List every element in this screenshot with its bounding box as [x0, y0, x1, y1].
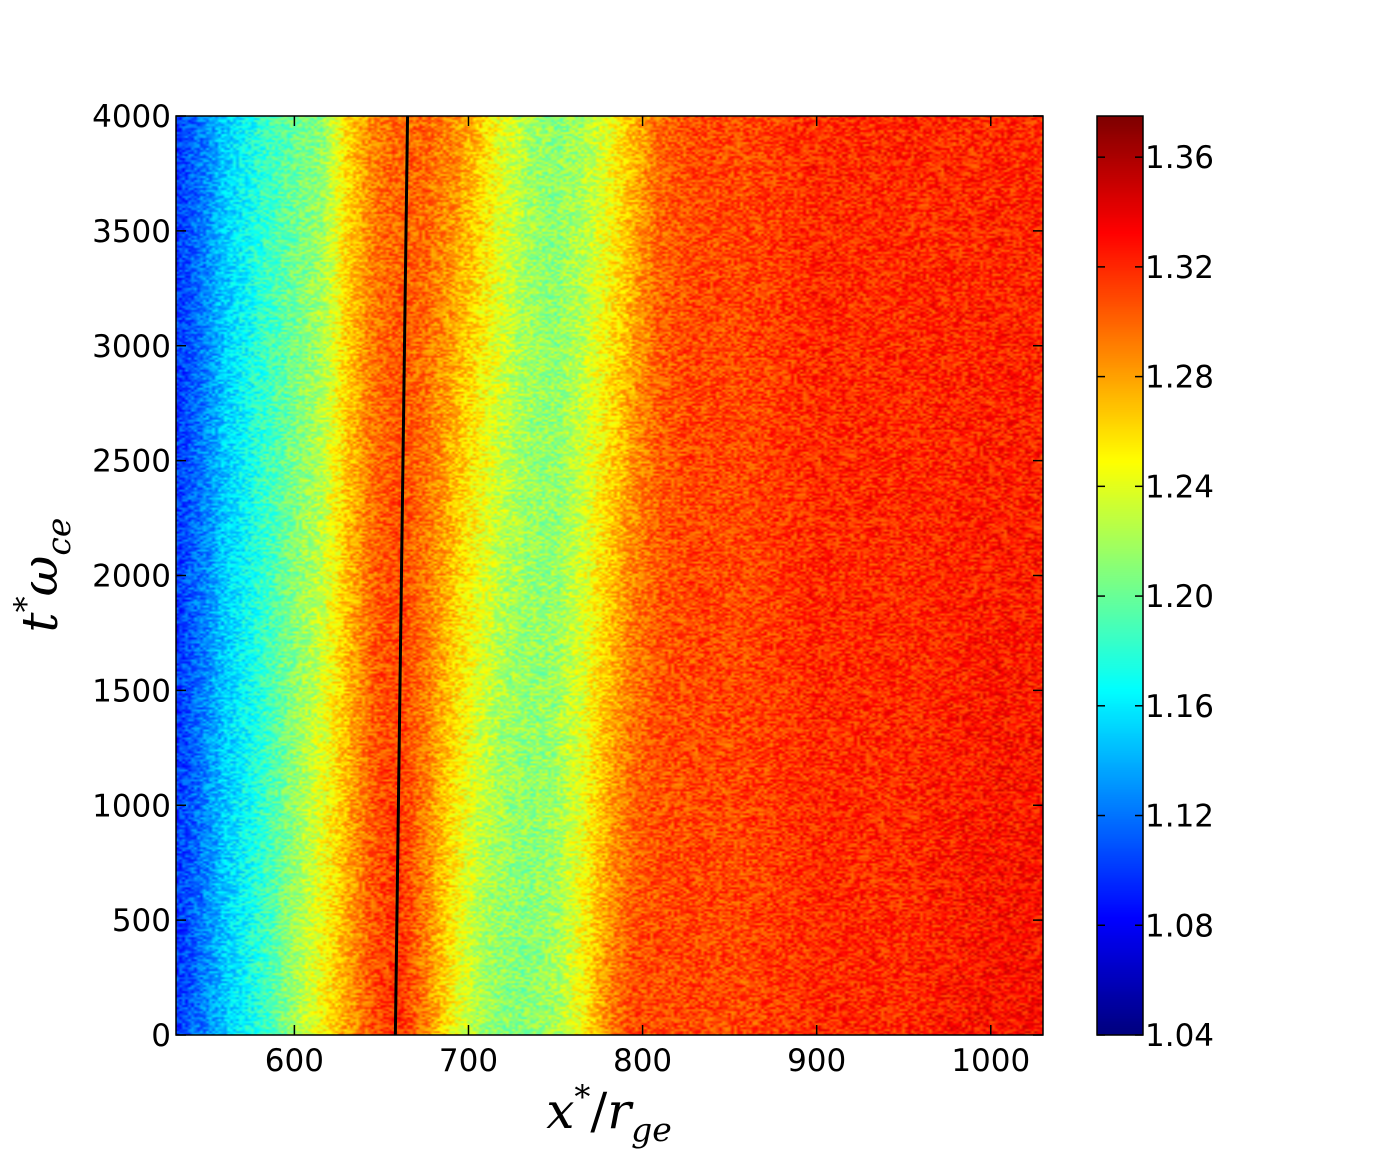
y-tick-label: 3500: [92, 214, 171, 250]
colorbar-ticks: 1.04 1.08 1.12 1.16 1.20 1.24 1.28 1.32 1.36: [1097, 140, 1214, 1054]
colorbar-frame: [1096, 115, 1144, 1036]
y-tick-label: 3000: [92, 329, 171, 365]
colorbar: 1.04 1.08 1.12 1.16 1.20 1.24 1.28 1.32 1.36: [1096, 115, 1214, 1054]
colorbar-tick-label: 1.36: [1145, 140, 1214, 176]
plot-area: [175, 115, 1044, 1036]
y-tick-label: 4000: [92, 99, 171, 135]
y-tick-label: 0: [151, 1018, 171, 1054]
y-tick-label: 1000: [92, 788, 171, 824]
y-tick-label: 2000: [92, 559, 171, 595]
colorbar-tick-label: 1.12: [1145, 799, 1214, 835]
colorbar-tick-label: 1.04: [1145, 1018, 1214, 1054]
x-axis: 600 700 800 900 1000: [265, 116, 1030, 1079]
colorbar-tick-label: 1.16: [1145, 689, 1214, 725]
x-tick-label: 600: [265, 1043, 324, 1079]
y-axis: 0 500 1000 1500 2000 2500 3000 3500 4000: [92, 99, 1043, 1054]
y-tick-label: 1500: [92, 673, 171, 709]
y-axis-label: t*ωce: [7, 518, 78, 633]
colorbar-tick-label: 1.32: [1145, 250, 1214, 286]
colorbar-gradient: [1097, 116, 1143, 1035]
colorbar-tick-label: 1.08: [1145, 908, 1214, 944]
y-tick-label: 500: [112, 903, 171, 939]
colorbar-tick-label: 1.24: [1145, 469, 1214, 505]
heatmap-image: [176, 116, 1043, 1035]
trajectory-line: [393, 115, 410, 1036]
x-tick-label: 900: [787, 1043, 846, 1079]
x-tick-label: 1000: [951, 1043, 1030, 1079]
x-tick-label: 800: [613, 1043, 672, 1079]
colorbar-tick-label: 1.20: [1145, 579, 1214, 615]
colorbar-tick-label: 1.28: [1145, 360, 1214, 396]
x-axis-label: x*/rge: [546, 1078, 672, 1149]
x-tick-label: 700: [439, 1043, 498, 1079]
y-tick-label: 2500: [92, 444, 171, 480]
